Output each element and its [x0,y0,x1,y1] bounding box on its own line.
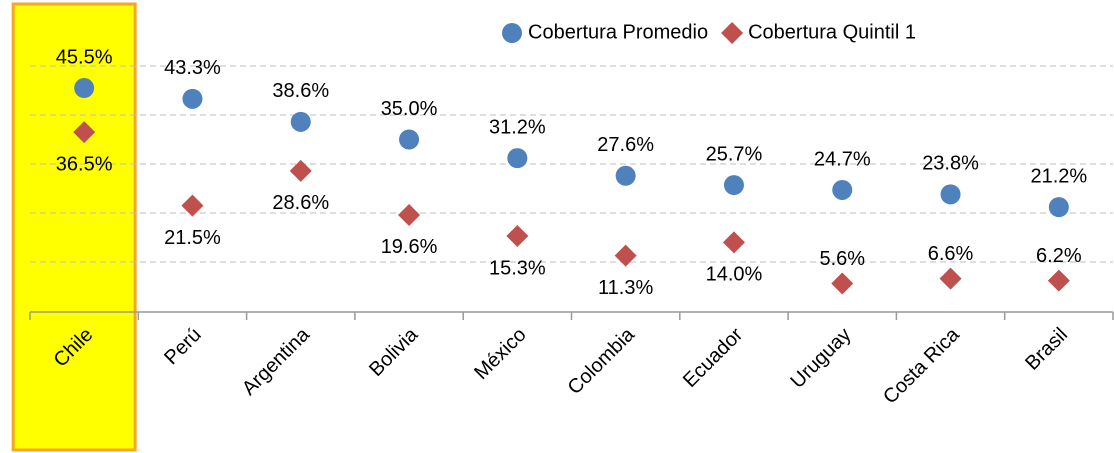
x-tick-label: México [470,324,530,384]
data-label: 11.3% [598,277,653,299]
x-tick-label: Bolivia [365,323,423,381]
legend-marker [721,22,744,44]
dot-promedio [832,179,853,200]
data-label: 31.2% [489,116,546,138]
dot-promedio [74,78,95,99]
x-tick-label: Costa Rica [879,323,964,408]
dot-quintil [1047,269,1070,292]
legend-label: Cobertura Promedio [528,21,708,43]
dot-quintil [73,121,96,144]
highlight-box [11,2,137,452]
dot-quintil [939,267,962,290]
data-label: 21.5% [164,227,221,249]
dot-quintil [289,159,312,182]
data-label: 6.6% [928,243,974,265]
dot-promedio [182,88,203,109]
dot-quintil [506,225,529,248]
dot-promedio [615,165,636,186]
dot-promedio [723,175,744,196]
data-label: 5.6% [819,248,865,270]
data-label: 23.8% [922,153,979,175]
x-tick-label: Uruguay [786,324,855,393]
data-label: 24.7% [814,148,871,170]
x-tick-label: Brasil [1021,324,1072,375]
x-tick-label: Ecuador [679,323,747,391]
data-label: 15.3% [489,257,546,279]
data-label: 43.3% [164,57,221,79]
legend-label: Cobertura Quintil 1 [748,21,916,43]
x-tick-label: Perú [160,324,205,369]
data-label: 36.5% [56,153,113,175]
data-label: 14.0% [706,264,763,286]
legend-marker [502,23,522,43]
x-tick-label: Colombia [564,323,640,399]
x-tick-label: Argentina [238,323,315,400]
dot-promedio [507,148,528,169]
dot-quintil [831,272,854,295]
data-label: 45.5% [56,46,113,68]
data-label: 35.0% [381,98,438,120]
data-label: 38.6% [272,80,329,102]
dot-quintil [398,203,421,226]
data-label: 21.2% [1030,165,1087,187]
dot-quintil [614,244,637,267]
data-label: 28.6% [272,192,329,214]
data-label: 19.6% [381,236,438,258]
dot-promedio [399,129,420,150]
dot-promedio [940,184,961,205]
dot-promedio [1048,197,1069,218]
dot-quintil [722,231,745,254]
dot-quintil [181,194,204,217]
data-label: 6.2% [1036,245,1082,267]
data-label: 27.6% [597,134,654,156]
data-label: 25.7% [706,143,763,165]
dot-promedio [290,111,311,132]
